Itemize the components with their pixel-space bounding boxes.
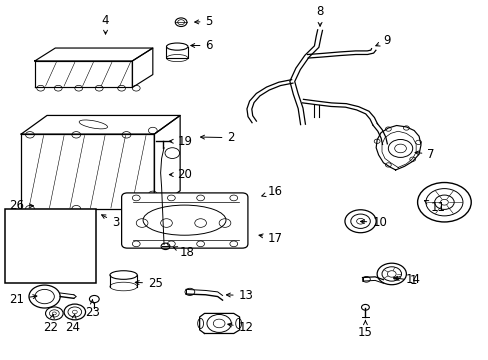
Text: 15: 15: [357, 320, 372, 339]
Text: 16: 16: [261, 185, 283, 198]
Text: 21: 21: [9, 293, 37, 306]
Text: 8: 8: [316, 5, 323, 26]
Text: 6: 6: [190, 39, 213, 52]
Text: 3: 3: [102, 215, 119, 229]
Text: 11: 11: [424, 201, 445, 215]
Text: 13: 13: [226, 289, 253, 302]
Text: 23: 23: [85, 300, 100, 319]
Text: 5: 5: [194, 15, 212, 28]
Text: 14: 14: [393, 273, 420, 286]
Text: 20: 20: [169, 168, 192, 181]
Text: 7: 7: [414, 148, 434, 161]
Text: 12: 12: [227, 321, 253, 334]
Text: 18: 18: [173, 246, 195, 259]
Text: 17: 17: [259, 231, 283, 244]
Text: 19: 19: [169, 135, 192, 148]
Text: 2: 2: [200, 131, 234, 144]
Text: 1: 1: [395, 274, 416, 287]
Text: 22: 22: [43, 314, 58, 334]
Text: 25: 25: [135, 277, 163, 290]
Text: 4: 4: [102, 14, 109, 34]
Text: 10: 10: [360, 216, 386, 229]
Text: 9: 9: [375, 34, 390, 48]
Text: 24: 24: [65, 314, 80, 334]
FancyBboxPatch shape: [122, 193, 247, 248]
Bar: [4, 210, 96, 283]
Text: 26: 26: [9, 199, 33, 212]
